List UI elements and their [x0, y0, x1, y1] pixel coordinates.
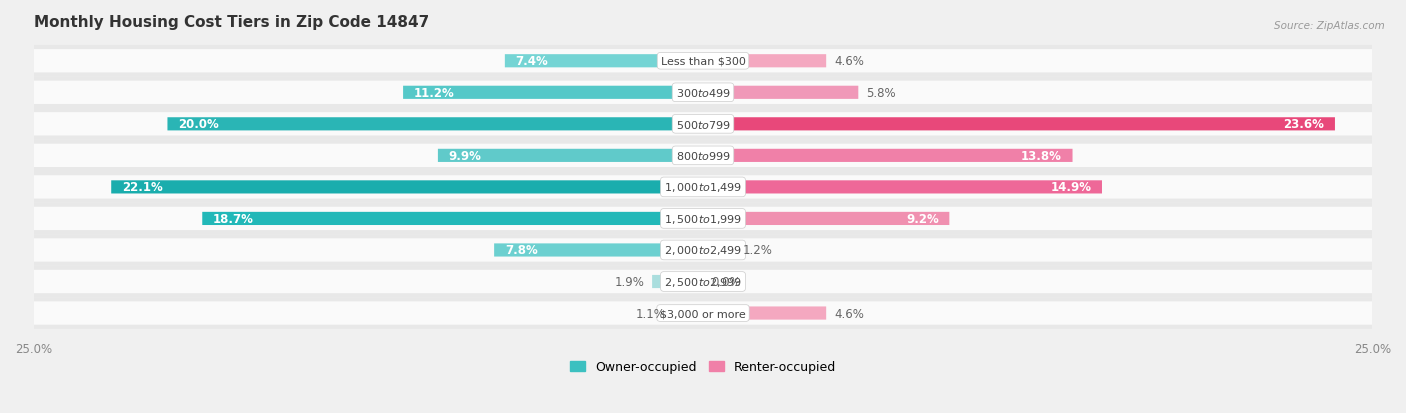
FancyBboxPatch shape: [31, 270, 1375, 294]
FancyBboxPatch shape: [28, 235, 1378, 266]
Text: 4.6%: 4.6%: [834, 55, 865, 68]
FancyBboxPatch shape: [28, 77, 1378, 109]
FancyBboxPatch shape: [31, 239, 1375, 262]
Text: $800 to $999: $800 to $999: [675, 150, 731, 162]
FancyBboxPatch shape: [404, 86, 703, 100]
FancyBboxPatch shape: [703, 150, 1073, 163]
Text: $500 to $799: $500 to $799: [675, 119, 731, 131]
Text: 20.0%: 20.0%: [179, 118, 219, 131]
FancyBboxPatch shape: [505, 55, 703, 68]
Text: 14.9%: 14.9%: [1050, 181, 1091, 194]
Text: 13.8%: 13.8%: [1021, 150, 1062, 162]
FancyBboxPatch shape: [167, 118, 703, 131]
FancyBboxPatch shape: [703, 86, 858, 100]
Text: 9.2%: 9.2%: [905, 212, 939, 225]
Text: $2,500 to $2,999: $2,500 to $2,999: [664, 275, 742, 288]
Text: $2,000 to $2,499: $2,000 to $2,499: [664, 244, 742, 257]
Text: 18.7%: 18.7%: [212, 212, 254, 225]
Text: 7.8%: 7.8%: [505, 244, 537, 257]
Text: 1.2%: 1.2%: [744, 244, 773, 257]
Text: 9.9%: 9.9%: [449, 150, 481, 162]
Text: Source: ZipAtlas.com: Source: ZipAtlas.com: [1274, 21, 1385, 31]
FancyBboxPatch shape: [673, 307, 703, 320]
FancyBboxPatch shape: [28, 46, 1378, 77]
Text: 4.6%: 4.6%: [834, 307, 865, 320]
Text: $1,500 to $1,999: $1,500 to $1,999: [664, 212, 742, 225]
FancyBboxPatch shape: [31, 145, 1375, 168]
Text: 22.1%: 22.1%: [122, 181, 163, 194]
Text: 1.9%: 1.9%: [614, 275, 644, 288]
FancyBboxPatch shape: [31, 176, 1375, 199]
FancyBboxPatch shape: [703, 244, 735, 257]
FancyBboxPatch shape: [28, 297, 1378, 329]
Text: 23.6%: 23.6%: [1284, 118, 1324, 131]
FancyBboxPatch shape: [28, 266, 1378, 297]
FancyBboxPatch shape: [652, 275, 703, 288]
FancyBboxPatch shape: [703, 307, 827, 320]
FancyBboxPatch shape: [202, 212, 703, 225]
FancyBboxPatch shape: [31, 113, 1375, 136]
Text: 11.2%: 11.2%: [413, 87, 454, 100]
Text: 1.1%: 1.1%: [636, 307, 665, 320]
FancyBboxPatch shape: [111, 181, 703, 194]
FancyBboxPatch shape: [31, 207, 1375, 230]
FancyBboxPatch shape: [28, 172, 1378, 203]
FancyBboxPatch shape: [703, 181, 1102, 194]
Text: $3,000 or more: $3,000 or more: [661, 308, 745, 318]
Text: Monthly Housing Cost Tiers in Zip Code 14847: Monthly Housing Cost Tiers in Zip Code 1…: [34, 15, 429, 30]
FancyBboxPatch shape: [28, 109, 1378, 140]
FancyBboxPatch shape: [28, 203, 1378, 235]
FancyBboxPatch shape: [31, 50, 1375, 73]
Text: 7.4%: 7.4%: [516, 55, 548, 68]
Text: Less than $300: Less than $300: [661, 57, 745, 66]
FancyBboxPatch shape: [703, 118, 1334, 131]
Legend: Owner-occupied, Renter-occupied: Owner-occupied, Renter-occupied: [565, 356, 841, 378]
FancyBboxPatch shape: [28, 140, 1378, 172]
FancyBboxPatch shape: [31, 301, 1375, 325]
FancyBboxPatch shape: [31, 81, 1375, 105]
FancyBboxPatch shape: [437, 150, 703, 163]
Text: 0.0%: 0.0%: [711, 275, 741, 288]
FancyBboxPatch shape: [703, 212, 949, 225]
Text: $300 to $499: $300 to $499: [675, 87, 731, 99]
Text: 5.8%: 5.8%: [866, 87, 896, 100]
FancyBboxPatch shape: [703, 55, 827, 68]
FancyBboxPatch shape: [494, 244, 703, 257]
Text: $1,000 to $1,499: $1,000 to $1,499: [664, 181, 742, 194]
